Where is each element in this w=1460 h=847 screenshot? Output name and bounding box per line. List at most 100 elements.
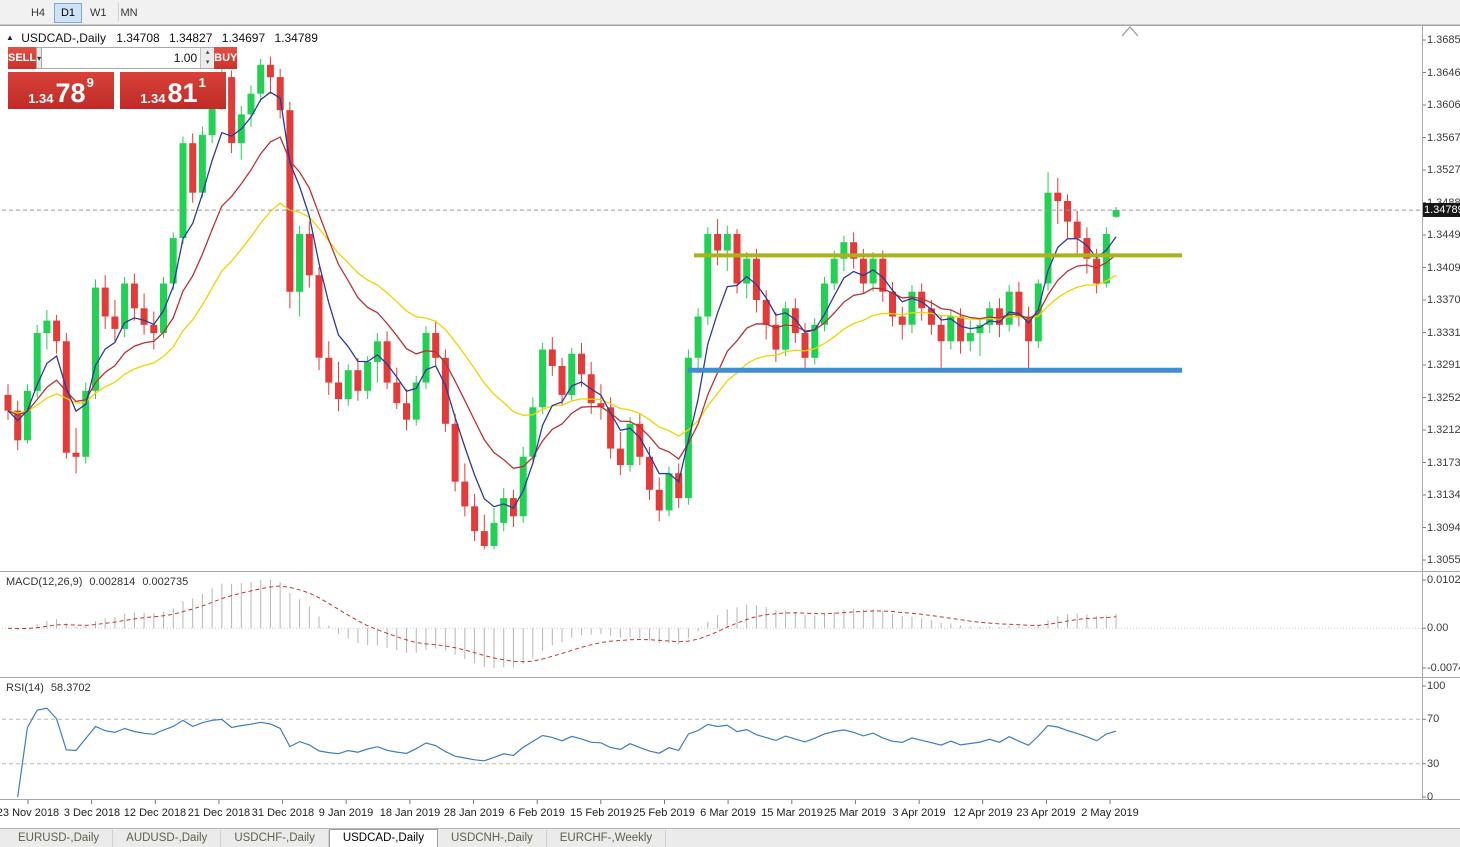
- macd-scale-label: 0.010229: [1427, 574, 1460, 586]
- sell-price-integer: 1.34: [28, 91, 54, 106]
- price-axis-label: 1.36460: [1427, 66, 1460, 79]
- sell-price-point: 9: [86, 75, 94, 90]
- date-axis-label: 3 Apr 2019: [892, 807, 946, 819]
- date-axis-label: 3 Dec 2018: [63, 807, 121, 819]
- current-price-badge: 1.34789: [1423, 203, 1460, 217]
- date-axis-label: 18 Jan 2019: [379, 807, 441, 819]
- macd-scale-label: 0.00: [1427, 622, 1449, 635]
- timeframe-button-mn[interactable]: MN: [120, 7, 138, 19]
- high-value: 1.34827: [169, 31, 213, 45]
- macd-name: MACD(12,26,9): [6, 576, 83, 588]
- chart-title: ▲ USDCAD-,Daily 1.34708 1.34827 1.34697 …: [6, 31, 324, 45]
- price-axis-label: 1.32910: [1427, 359, 1460, 371]
- rsi-scale-label: 30: [1427, 757, 1440, 770]
- fast-ma-line[interactable]: [7, 91, 1117, 509]
- date-axis-label: 9 Jan 2019: [318, 807, 374, 819]
- open-value: 1.34708: [116, 31, 160, 45]
- timeframe-button-d1[interactable]: D1: [54, 3, 82, 23]
- date-axis-label: 15 Mar 2019: [761, 807, 823, 819]
- rsi-value: 58.3702: [50, 682, 91, 694]
- date-axis-label: 31 Dec 2018: [251, 807, 315, 819]
- volume-input[interactable]: [42, 48, 201, 68]
- rsi-indicator-label: RSI(14) 58.3702: [6, 682, 98, 694]
- chart-symbol-label: USDCAD-,Daily: [21, 31, 106, 45]
- chart-tab-usdcnh[interactable]: USDCNH-,Daily: [438, 830, 547, 847]
- timeframe-button-w1[interactable]: W1: [90, 7, 107, 19]
- chart-tab-eurchf[interactable]: EURCHF-,Weekly: [547, 830, 667, 847]
- rsi-scale-label: 0: [1427, 791, 1434, 803]
- chart-tab-usdcad[interactable]: USDCAD-,Daily: [328, 829, 438, 847]
- chevron-down-icon: ▾: [37, 53, 42, 63]
- price-axis-label: 1.31730: [1427, 456, 1460, 469]
- date-axis-label: 12 Apr 2019: [953, 807, 1013, 819]
- chart-tab-audusd[interactable]: AUDUSD-,Daily: [113, 830, 222, 847]
- macd-main-value: 0.002814: [89, 576, 136, 588]
- price-axis-label: 1.35270: [1427, 164, 1460, 176]
- volume-stepper: ▴ ▾: [200, 48, 215, 68]
- sell-button[interactable]: SELL: [8, 47, 37, 69]
- rsi-scale-label: 100: [1427, 680, 1446, 692]
- date-axis-label: 2 May 2019: [1081, 807, 1139, 819]
- close-value: 1.34789: [274, 31, 318, 45]
- rsi-panel: [2, 685, 1426, 798]
- date-axis-label: 28 Jan 2019: [443, 807, 505, 819]
- volume-dropdown-button[interactable]: ▾: [36, 47, 43, 69]
- price-axis-label: 1.34490: [1427, 229, 1460, 241]
- chart-tab-usdchf[interactable]: USDCHF-,Daily: [221, 830, 329, 847]
- date-axis-label: 6 Mar 2019: [700, 807, 756, 819]
- buy-price-point: 1: [198, 75, 206, 90]
- rsi-scale-label: 70: [1427, 713, 1440, 726]
- date-axis-label: 25 Feb 2019: [633, 807, 695, 819]
- date-axis-label: 12 Dec 2018: [123, 807, 187, 819]
- rsi-line: [17, 707, 1117, 798]
- top-toolbar: H4 D1 W1 MN: [0, 0, 1460, 25]
- date-axis-label: 23 Apr 2019: [1016, 807, 1076, 819]
- toolbar-separator: [118, 3, 119, 21]
- date-axis-label: 25 Mar 2019: [824, 807, 886, 819]
- volume-input-wrap: ▴ ▾: [42, 47, 215, 69]
- stepper-up-icon[interactable]: ▴: [201, 48, 215, 58]
- chart-shift-marker[interactable]: [1121, 25, 1139, 37]
- buy-button[interactable]: BUY: [214, 47, 238, 69]
- price-axis-label: 1.31340: [1427, 489, 1460, 501]
- date-axis-label: 6 Feb 2019: [509, 807, 565, 819]
- date-axis[interactable]: [27, 800, 1111, 804]
- timeframe-button-h4[interactable]: H4: [30, 7, 46, 19]
- panel-separators[interactable]: [0, 25, 1460, 801]
- macd-panel: [2, 579, 1426, 669]
- rsi-name: RSI(14): [6, 682, 44, 694]
- price-axis-label: 1.34090: [1427, 261, 1460, 274]
- low-value: 1.34697: [221, 31, 266, 45]
- price-axis-label: 1.32520: [1427, 391, 1460, 404]
- timeframe-group: H4 D1 W1 MN: [24, 3, 146, 23]
- mid-ma-line[interactable]: [7, 136, 1117, 469]
- chart-tab-eurusd[interactable]: EURUSD-,Daily: [5, 830, 114, 847]
- price-axis-label: 1.36850: [1427, 34, 1460, 46]
- buy-price-pips: 81: [167, 78, 198, 109]
- trade-controls-row: SELL ▾ ▴ ▾ BUY: [8, 47, 238, 69]
- buy-price-display[interactable]: 1.34 81 1: [120, 72, 226, 109]
- stepper-down-icon[interactable]: ▾: [201, 58, 215, 68]
- price-axis-label: 1.33700: [1427, 294, 1460, 306]
- trade-prices-row: 1.34 78 9 1.34 81 1: [8, 72, 226, 109]
- macd-scale-label: -0.00747: [1427, 662, 1460, 674]
- sell-price-display[interactable]: 1.34 78 9: [8, 72, 114, 109]
- price-axis-label: 1.32120: [1427, 424, 1460, 436]
- date-axis-label: 15 Feb 2019: [570, 807, 632, 819]
- price-axis-label: 1.36060: [1427, 99, 1460, 111]
- price-axis-label: 1.30940: [1427, 521, 1460, 534]
- date-axis-label: 23 Nov 2018: [0, 807, 60, 819]
- sell-price-pips: 78: [55, 78, 86, 109]
- one-click-trading-panel: SELL ▾ ▴ ▾ BUY 1.34 78 9 1.34 81: [8, 47, 238, 109]
- one-click-collapse-icon[interactable]: ▲: [6, 33, 14, 42]
- price-axis-label: 1.33310: [1427, 326, 1460, 339]
- slow-ma-line[interactable]: [7, 202, 1117, 437]
- date-axis-label: 21 Dec 2018: [187, 807, 251, 819]
- macd-signal-value: 0.002735: [142, 576, 189, 588]
- buy-price-integer: 1.34: [140, 91, 166, 106]
- candlesticks: [4, 56, 1120, 550]
- macd-indicator-label: MACD(12,26,9) 0.002814 0.002735: [6, 576, 195, 588]
